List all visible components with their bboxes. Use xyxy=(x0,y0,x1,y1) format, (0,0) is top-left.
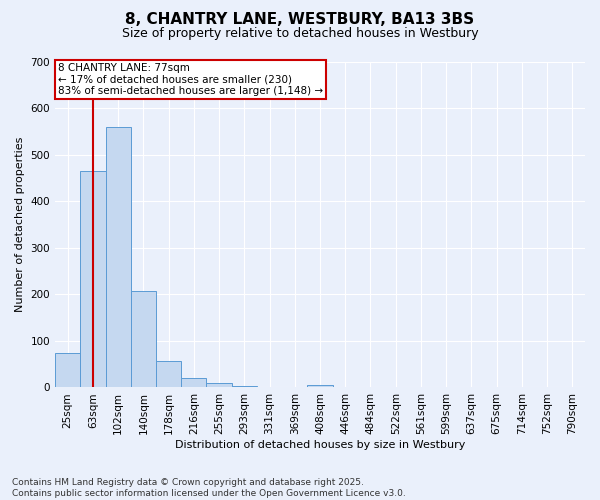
Bar xyxy=(232,386,257,388)
Text: Size of property relative to detached houses in Westbury: Size of property relative to detached ho… xyxy=(122,28,478,40)
Bar xyxy=(156,361,181,388)
Text: 8, CHANTRY LANE, WESTBURY, BA13 3BS: 8, CHANTRY LANE, WESTBURY, BA13 3BS xyxy=(125,12,475,28)
Text: 8 CHANTRY LANE: 77sqm
← 17% of detached houses are smaller (230)
83% of semi-det: 8 CHANTRY LANE: 77sqm ← 17% of detached … xyxy=(58,63,323,96)
Bar xyxy=(307,385,332,388)
Bar xyxy=(181,378,206,388)
Bar xyxy=(106,126,131,388)
Bar xyxy=(206,383,232,388)
Y-axis label: Number of detached properties: Number of detached properties xyxy=(15,137,25,312)
Bar xyxy=(131,291,156,388)
X-axis label: Distribution of detached houses by size in Westbury: Distribution of detached houses by size … xyxy=(175,440,465,450)
Bar xyxy=(55,352,80,388)
Text: Contains HM Land Registry data © Crown copyright and database right 2025.
Contai: Contains HM Land Registry data © Crown c… xyxy=(12,478,406,498)
Bar xyxy=(257,386,282,388)
Bar xyxy=(80,171,106,388)
